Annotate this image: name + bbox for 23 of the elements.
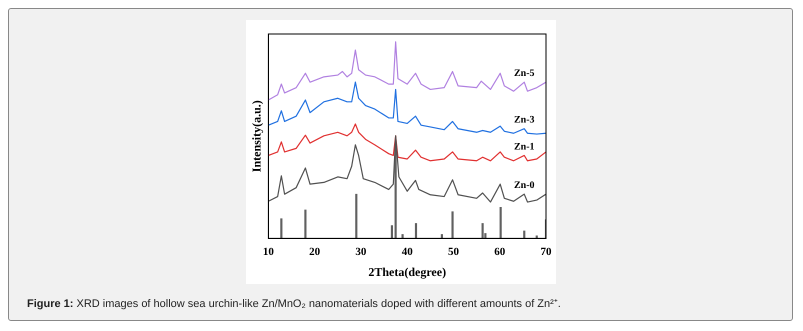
y-axis-title: Intensity(a.u.): [249, 100, 264, 172]
series-label: Zn-1: [514, 141, 535, 152]
series-label: Zn-3: [514, 114, 535, 126]
x-tick-label: 60: [494, 246, 506, 258]
bar: [500, 207, 502, 238]
bar: [451, 211, 454, 238]
bar: [482, 223, 484, 238]
x-tick-label: 10: [262, 246, 274, 258]
x-tick-label: 30: [355, 246, 367, 258]
bar: [280, 218, 282, 238]
x-tick-label: 40: [402, 246, 414, 258]
bar: [304, 210, 306, 238]
bar: [523, 230, 526, 238]
x-axis-title: 2Theta(degree): [368, 264, 446, 279]
bar: [414, 223, 418, 238]
series-label: Zn-5: [514, 68, 535, 80]
caption: Figure 1: XRD images of hollow sea urchin-like Zn/MnO₂ nanomaterials doped with different amounts of Zn²⁺.: [27, 298, 561, 310]
x-tick-label: 70: [540, 246, 552, 258]
series-label: Zn-0: [514, 180, 535, 192]
bar: [536, 236, 538, 238]
bar: [355, 194, 358, 238]
x-tick-label: 50: [448, 246, 460, 258]
x-tick-label: 20: [309, 246, 321, 258]
